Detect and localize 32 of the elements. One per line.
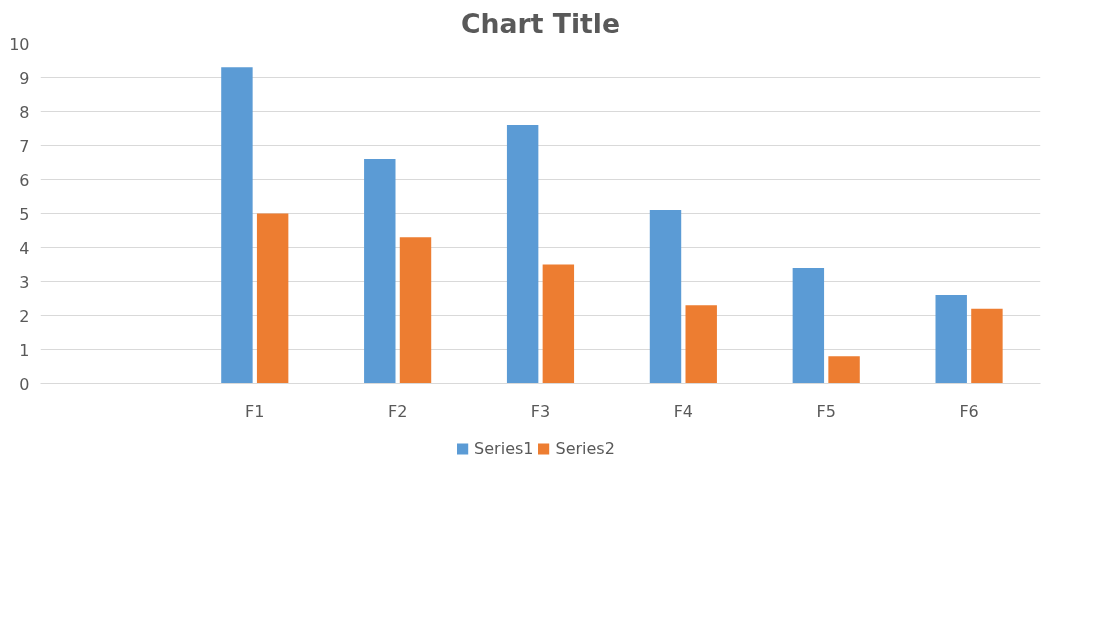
bar (828, 356, 860, 384)
y-tick-label: 7 (19, 136, 30, 156)
bar (221, 67, 253, 384)
chart-title: Chart Title (461, 7, 620, 39)
bar (685, 305, 717, 384)
bar (256, 213, 289, 384)
x-tick-label: F1 (245, 401, 265, 421)
y-tick-label: 9 (19, 68, 30, 88)
bar (399, 237, 432, 384)
y-tick-label: 6 (19, 170, 30, 190)
legend-label: Series1 (474, 438, 534, 458)
y-tick-label: 8 (19, 102, 30, 122)
bar (364, 159, 396, 384)
bar (971, 308, 1003, 384)
y-tick-label: 2 (19, 306, 30, 326)
bar (935, 295, 967, 384)
bar (792, 267, 825, 384)
x-tick-label: F2 (387, 401, 408, 421)
legend-label: Series2 (555, 438, 615, 458)
y-tick-label: 3 (19, 272, 30, 292)
x-tick-label: F5 (816, 401, 836, 421)
x-tick-label: F6 (959, 401, 979, 421)
x-tick-label: F4 (673, 401, 694, 421)
bar (506, 125, 539, 384)
y-tick-label: 1 (19, 340, 30, 360)
y-tick-label: 10 (9, 34, 30, 54)
bar (542, 264, 575, 384)
x-tick-label: F3 (530, 401, 551, 421)
y-tick-label: 4 (19, 238, 30, 258)
bar (649, 210, 682, 384)
y-tick-label: 5 (19, 204, 30, 224)
y-tick-label: 0 (19, 374, 30, 394)
